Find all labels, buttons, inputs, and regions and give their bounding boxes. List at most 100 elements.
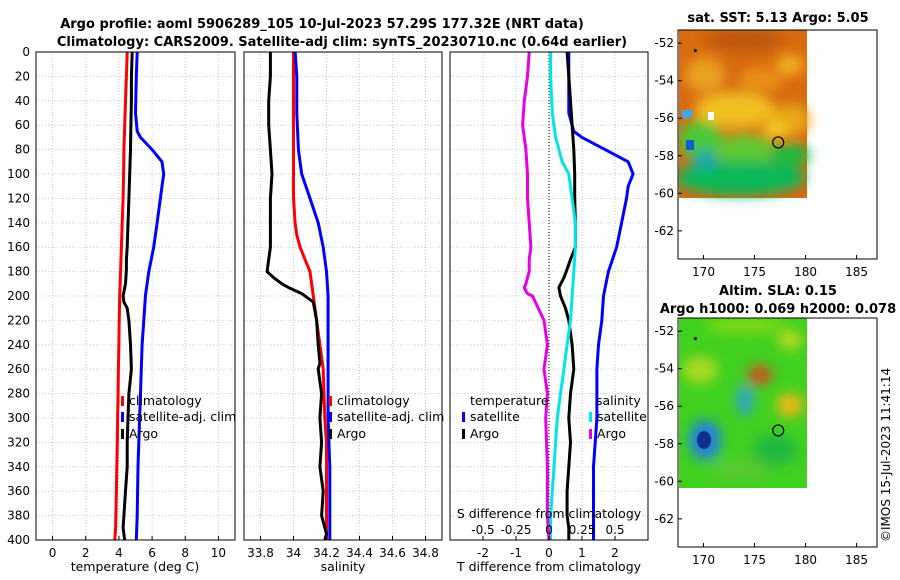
map-y-tick-label: -58	[654, 437, 674, 451]
legend-swatch-argo	[329, 429, 332, 439]
x-tick-label: 6	[148, 546, 156, 560]
x2-tick-label: -0.25	[500, 523, 531, 537]
salinity-panel: 33.8 34 34.2 34.4 34.6 34.8 salinity climatol…	[243, 51, 444, 574]
figure-title-line2: Climatology: CARS2009. Satellite-adj cli…	[57, 35, 627, 50]
map-y-tick-label: -62	[654, 224, 674, 238]
sst-map: sat. SST: 5.13 Argo: 5.05	[654, 11, 878, 279]
y-tick-label: 60	[15, 118, 30, 132]
argo-position-marker	[772, 424, 785, 437]
legend-swatch-argo	[121, 429, 124, 439]
legend-label-satellite-adj: satellite-adj. clim	[129, 409, 236, 424]
x-tick-label: 34	[286, 546, 301, 560]
figure-title-line1: Argo profile: aoml 5906289_105 10-Jul-20…	[60, 17, 584, 32]
y-tick-label: 200	[7, 289, 30, 303]
map-x-tick-label: 185	[845, 553, 868, 567]
y-tick-label: 400	[7, 533, 30, 547]
temperature-panel: 0204060801001201401601802002202402602803…	[7, 45, 236, 574]
y-tick-label: 100	[7, 167, 30, 181]
sla-map-frame	[677, 317, 878, 548]
temperature-axes-frame	[35, 51, 236, 541]
difference-xticks: -2 -1 0 1 2	[477, 536, 619, 560]
y-tick-label: 40	[15, 94, 30, 108]
map-y-tick-label: -60	[654, 474, 674, 488]
map-y-tick-label: -52	[654, 324, 674, 338]
x2-tick-label: -0.5	[471, 523, 494, 537]
map-y-tick-label: -62	[654, 512, 674, 526]
reference-point-marker	[693, 337, 697, 341]
x2-tick-label: 0	[545, 523, 553, 537]
sla-map-markers	[693, 337, 785, 437]
legend-label-temp-satellite: satellite	[470, 409, 520, 424]
series-argo	[265, 52, 328, 540]
x2-tick-label: 0.5	[605, 523, 624, 537]
x-tick-label: 4	[115, 546, 123, 560]
x-tick-label: -1	[510, 546, 522, 560]
x-tick-label: 2	[611, 546, 619, 560]
series-salinity-argo	[521, 52, 551, 540]
x-tick-label: 34.6	[379, 546, 406, 560]
x-tick-label: 10	[211, 546, 226, 560]
legend-swatch-satellite-adj	[121, 412, 124, 422]
series-satellite-adj-clim	[134, 52, 166, 540]
reference-point-marker	[693, 49, 697, 53]
legend-label-climatology: climatology	[337, 393, 410, 408]
difference-series-layer	[521, 52, 635, 540]
salinity-xticks: 33.8 34 34.2 34.4 34.6 34.8	[247, 536, 439, 560]
y-tick-label: 180	[7, 265, 30, 279]
temperature-yticks: 0 20 40 60 80 100 120 140 160 180 200 220 240 260 280 3…	[7, 45, 30, 547]
legend-label-sal-argo: Argo	[597, 426, 626, 441]
x-tick-label: 34.8	[412, 546, 439, 560]
series-satellite-adj-clim	[293, 52, 332, 540]
sla-map-title-line2: Argo h1000: 0.069 h2000: 0.078	[660, 302, 896, 317]
series-climatology	[113, 52, 129, 540]
y-tick-label: 280	[7, 387, 30, 401]
y-tick-label: 160	[7, 240, 30, 254]
argo-position-marker	[772, 136, 785, 149]
series-salinity-satellite	[549, 52, 577, 540]
y-tick-label: 0	[22, 45, 30, 59]
y-tick-label: 20	[15, 69, 30, 83]
sst-map-markers	[693, 49, 785, 149]
sla-map-title-line1: Altim. SLA: 0.15	[719, 284, 837, 299]
y-tick-label: 380	[7, 509, 30, 523]
sst-map-frame	[677, 29, 878, 260]
difference-xlabel: T difference from climatology	[456, 559, 642, 574]
x-tick-label: 0	[49, 546, 57, 560]
map-x-tick-label: 170	[692, 553, 715, 567]
legend-swatch-sal-satellite	[589, 412, 592, 422]
sla-heatmap-image	[679, 318, 807, 488]
series-temperature-argo	[557, 52, 577, 540]
y-tick-label: 300	[7, 411, 30, 425]
legend-title-temperature: temperature	[470, 393, 549, 408]
map-y-tick-label: -58	[654, 149, 674, 163]
map-x-tick-label: 175	[743, 265, 766, 279]
y-tick-label: 80	[15, 143, 30, 157]
legend-swatch-climatology	[121, 396, 124, 406]
sla-map-ticks: 170 175 180 185 -52 -54 -56 -58 -60 -62	[654, 324, 868, 567]
legend-label-temp-argo: Argo	[470, 426, 499, 441]
legend-label-sal-satellite: satellite	[597, 409, 647, 424]
y-tick-label: 360	[7, 484, 30, 498]
y-tick-label: 320	[7, 435, 30, 449]
x-tick-label: 34.4	[346, 546, 373, 560]
map-y-tick-label: -52	[654, 36, 674, 50]
temperature-xticks: 0 2 4 6 8 10	[49, 536, 226, 560]
legend-label-argo: Argo	[337, 426, 366, 441]
imos-watermark: ©IMOS 15-Jul-2023 11:41:14	[879, 368, 893, 542]
x-tick-label: 34.2	[313, 546, 340, 560]
x-tick-label: 2	[82, 546, 90, 560]
y-tick-label: 140	[7, 216, 30, 230]
y-tick-label: 260	[7, 362, 30, 376]
difference-x2label: S difference from climatology	[457, 506, 642, 521]
difference-legend-salinity: salinity satellite Argo	[589, 393, 647, 441]
legend-title-salinity: salinity	[596, 393, 641, 408]
map-x-tick-label: 170	[692, 265, 715, 279]
map-y-tick-label: -56	[654, 111, 674, 125]
difference-x2ticks: -0.5 -0.25 0 0.25 0.5	[471, 523, 624, 537]
y-tick-label: 340	[7, 460, 30, 474]
map-x-tick-label: 175	[743, 553, 766, 567]
series-climatology	[292, 52, 328, 540]
sst-map-ticks: 170 175 180 185 -52 -54 -56 -58 -60 -62	[654, 36, 868, 279]
legend-swatch-sal-argo	[589, 429, 592, 439]
temperature-grid	[36, 51, 235, 541]
